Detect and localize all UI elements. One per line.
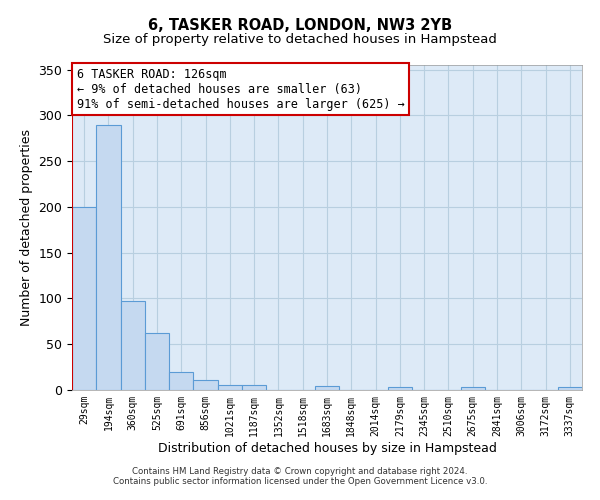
Text: 6, TASKER ROAD, LONDON, NW3 2YB: 6, TASKER ROAD, LONDON, NW3 2YB xyxy=(148,18,452,32)
Bar xyxy=(461,388,485,390)
Text: Contains public sector information licensed under the Open Government Licence v3: Contains public sector information licen… xyxy=(113,477,487,486)
Text: 6 TASKER ROAD: 126sqm
← 9% of detached houses are smaller (63)
91% of semi-detac: 6 TASKER ROAD: 126sqm ← 9% of detached h… xyxy=(77,68,404,110)
Bar xyxy=(145,333,169,390)
Bar xyxy=(72,207,96,390)
Bar xyxy=(193,380,218,390)
Bar xyxy=(558,388,582,390)
Bar xyxy=(218,384,242,390)
Text: Size of property relative to detached houses in Hampstead: Size of property relative to detached ho… xyxy=(103,32,497,46)
Bar xyxy=(388,388,412,390)
Y-axis label: Number of detached properties: Number of detached properties xyxy=(20,129,33,326)
Bar xyxy=(315,386,339,390)
Bar xyxy=(121,301,145,390)
X-axis label: Distribution of detached houses by size in Hampstead: Distribution of detached houses by size … xyxy=(158,442,496,454)
Bar xyxy=(96,124,121,390)
Text: Contains HM Land Registry data © Crown copyright and database right 2024.: Contains HM Land Registry data © Crown c… xyxy=(132,467,468,476)
Bar xyxy=(169,372,193,390)
Bar xyxy=(242,386,266,390)
